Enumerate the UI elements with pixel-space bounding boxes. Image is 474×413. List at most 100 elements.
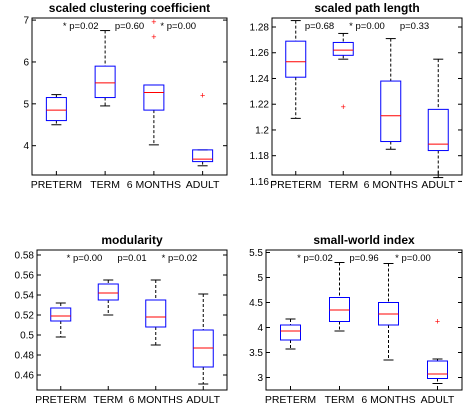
y-tick-label: 0.56 [15, 271, 35, 282]
y-tick-label: 4 [23, 141, 29, 152]
x-tick-label: ADULT [421, 179, 455, 191]
x-tick-label: 6 MONTHS [364, 179, 418, 191]
chart-panel-3: modularity 0.46 0.48 0.5 0.52 0.54 0.56 0.58 PRE… [15, 233, 228, 406]
significance-star: * [160, 21, 166, 32]
box-term [94, 30, 116, 107]
box-iqr [280, 324, 301, 341]
outlier-point: + [435, 317, 440, 327]
plot-frame [271, 17, 463, 176]
p-value-annotation: p=0.60 [115, 21, 144, 32]
chart-panel-4: small-world index 3 3.5 4 4.5 5 5.5 PRETERM TERM… [249, 233, 463, 406]
x-tick-label: ADULT [421, 394, 455, 406]
chart-panel-2: scaled path length 1.16 1.18 1.2 1.22 1.24 1.2… [250, 1, 463, 191]
significance-star: * [67, 253, 73, 264]
p-value-annotation: * p=0.02 [162, 253, 198, 264]
box-term: + [332, 32, 354, 112]
y-tick-label: 0.58 [15, 251, 35, 262]
y-tick-label: 1.26 [250, 48, 270, 59]
box-preterm [45, 94, 67, 126]
y-tick-label: 4.5 [249, 298, 263, 309]
box-6-months [380, 38, 402, 150]
p-value-label: p=0.68 [305, 21, 334, 32]
box-adult: + [427, 317, 448, 384]
box-iqr [143, 84, 165, 111]
p-value-label: p=0.33 [400, 21, 429, 32]
box-preterm [50, 302, 72, 338]
x-tick-label: 6 MONTHS [127, 179, 181, 191]
outlier-point: + [151, 32, 156, 42]
significance-star: * [162, 253, 168, 264]
y-tick-label: 6 [23, 57, 29, 68]
box-6-months: ++ [143, 17, 165, 146]
x-tick-label: PRETERM [35, 394, 86, 406]
box-adult [192, 293, 214, 385]
x-tick-label: 6 MONTHS [361, 394, 415, 406]
p-value-label: p=0.02 [168, 253, 197, 264]
significance-star: * [349, 21, 355, 32]
x-tick-label: ADULT [186, 179, 220, 191]
y-tick-label: 1.28 [250, 23, 270, 34]
y-tick-label: 3 [257, 373, 263, 384]
box-adult: + [192, 90, 214, 167]
x-tick-label: ADULT [186, 394, 220, 406]
significance-star: * [297, 253, 303, 264]
p-value-annotation: * p=0.02 [63, 21, 99, 32]
outlier-point: + [341, 102, 346, 112]
y-tick-label: 0.48 [15, 351, 35, 362]
box-iqr [427, 360, 448, 379]
p-value-label: p=0.96 [349, 253, 378, 264]
y-tick-label: 5 [23, 99, 29, 110]
box-iqr [94, 65, 116, 99]
box-iqr [380, 80, 402, 143]
box-term [329, 262, 350, 332]
outlier-point: + [200, 90, 205, 100]
y-tick-label: 1.2 [255, 125, 269, 136]
p-value-label: p=0.60 [115, 21, 144, 32]
x-tick-label: TERM [325, 394, 355, 406]
x-tick-label: TERM [328, 179, 358, 191]
x-tick-label: PRETERM [265, 394, 316, 406]
p-value-annotation: * p=0.00 [67, 253, 103, 264]
box-iqr [332, 41, 354, 56]
box-iqr [50, 307, 72, 322]
p-value-label: p=0.01 [117, 253, 146, 264]
y-tick-label: 3.5 [249, 348, 263, 359]
outlier-point: + [151, 17, 156, 27]
x-tick-label: TERM [90, 179, 120, 191]
box-adult [427, 58, 449, 179]
p-value-label: p=0.00 [356, 21, 385, 32]
p-value-label: p=0.00 [73, 253, 102, 264]
p-value-annotation: * p=0.00 [349, 21, 385, 32]
y-tick-label: 1.16 [250, 177, 270, 188]
box-iqr [145, 299, 167, 328]
x-tick-label: PRETERM [270, 179, 321, 191]
box-6-months [378, 263, 399, 361]
y-tick-label: 1.18 [250, 151, 270, 162]
significance-star: * [395, 253, 401, 264]
p-value-annotation: p=0.96 [349, 253, 378, 264]
y-tick-label: 1.22 [250, 100, 270, 111]
box-iqr [97, 283, 119, 301]
p-value-annotation: p=0.01 [117, 253, 146, 264]
box-iqr [192, 149, 214, 163]
y-tick-label: 7 [23, 16, 29, 27]
box-iqr [45, 97, 67, 122]
y-tick-label: 1.24 [250, 74, 270, 85]
box-preterm [280, 318, 301, 350]
p-value-annotation: p=0.68 [305, 21, 334, 32]
p-value-label: p=0.00 [402, 253, 431, 264]
chart-title: scaled path length [314, 1, 419, 15]
significance-star: * [63, 21, 69, 32]
box-term [97, 279, 119, 316]
box-6-months [145, 279, 167, 346]
x-tick-label: TERM [93, 394, 123, 406]
x-tick-label: PRETERM [31, 179, 82, 191]
chart-title: small-world index [313, 233, 415, 247]
plot-frame [265, 249, 463, 391]
y-tick-label: 0.52 [15, 311, 35, 322]
chart-title: modularity [101, 233, 163, 247]
box-iqr [427, 108, 449, 152]
p-value-label: p=0.02 [304, 253, 333, 264]
y-tick-label: 0.5 [20, 331, 34, 342]
